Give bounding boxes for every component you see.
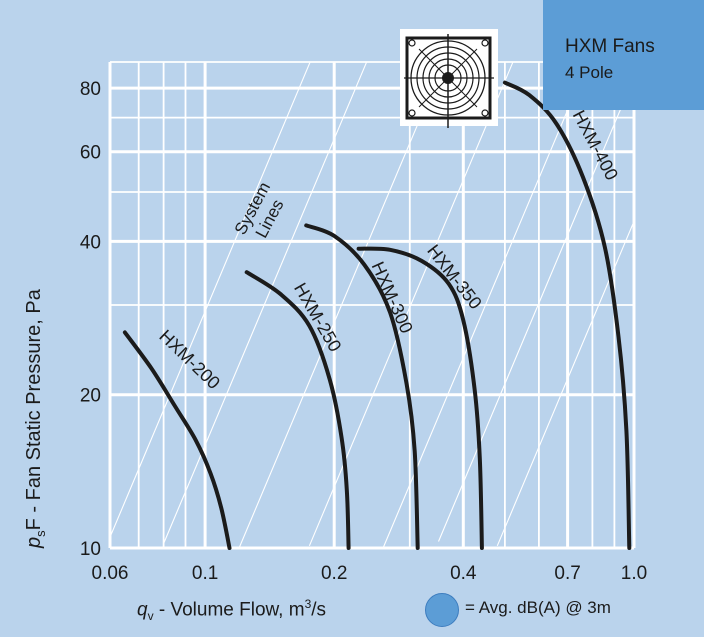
legend-text: = Avg. dB(A) @ 3m xyxy=(465,598,611,617)
fan-curves xyxy=(122,80,632,550)
fan-curve-hxm-250 xyxy=(244,270,351,550)
y-axis-label-sub: s xyxy=(33,530,48,537)
x-tick-label: 0.7 xyxy=(554,563,580,584)
x-tick-label: 1.0 xyxy=(621,563,647,584)
system-line xyxy=(437,77,634,542)
x-axis-label-sup: 3 xyxy=(304,597,312,611)
fan-curve-hxm-350 xyxy=(356,246,484,550)
x-axis-label-var: q xyxy=(137,599,148,621)
system-line xyxy=(110,62,311,538)
x-tick-labels: 0.06 0.1 0.2 0.4 0.7 1.0 xyxy=(92,563,648,584)
x-axis-label-text: - Volume Flow, m xyxy=(153,599,305,621)
y-tick-label: 60 xyxy=(80,143,101,164)
system-line xyxy=(163,62,368,544)
title-line2: 4 Pole xyxy=(565,63,614,82)
x-axis-label: qv - Volume Flow, m3/s xyxy=(137,597,326,623)
title-line1: HXM Fans xyxy=(565,36,655,57)
y-axis-label-var: p xyxy=(23,537,45,549)
y-tick-label: 10 xyxy=(80,539,101,560)
fan-curve-hxm-400 xyxy=(502,80,632,550)
y-tick-label: 20 xyxy=(80,386,101,407)
x-tick-label: 0.06 xyxy=(92,563,129,584)
x-axis-label-unit: /s xyxy=(311,599,327,621)
x-tick-label: 0.1 xyxy=(192,563,218,584)
legend-marker xyxy=(425,593,459,627)
y-tick-label: 80 xyxy=(80,79,101,100)
y-axis-label: psF - Fan Static Pressure, Pa xyxy=(23,288,48,549)
y-tick-labels: 10 20 40 60 80 xyxy=(80,79,101,560)
x-tick-label: 0.4 xyxy=(450,563,477,584)
svg-text:psF - Fan Static Pressure, Pa: psF - Fan Static Pressure, Pa xyxy=(23,288,48,549)
title-box: HXM Fans 4 Pole xyxy=(543,0,704,110)
y-tick-label: 40 xyxy=(80,232,101,253)
grid-lines xyxy=(108,61,636,550)
x-axis-label-sub: v xyxy=(147,609,154,624)
x-tick-label: 0.2 xyxy=(321,563,347,584)
fan-curve-hxm-300 xyxy=(304,223,420,550)
fan-curve-hxm-200 xyxy=(122,330,232,550)
fan-grille-icon xyxy=(400,29,498,128)
y-axis-label-text: F - Fan Static Pressure, Pa xyxy=(23,288,45,530)
